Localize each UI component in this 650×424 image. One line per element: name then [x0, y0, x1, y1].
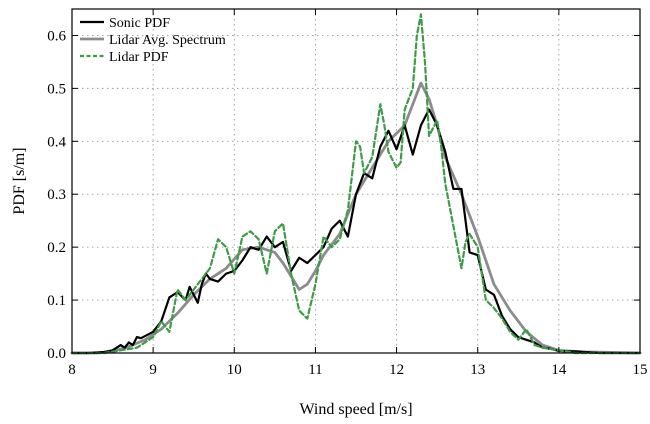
y-axis-title: PDF [s/m] — [11, 147, 28, 214]
x-tick-label: 11 — [308, 362, 322, 378]
series-line-lidar-pdf — [70, 13, 642, 355]
series-lines — [70, 13, 642, 355]
legend: Sonic PDF Lidar Avg. Spectrum Lidar PDF — [80, 16, 226, 65]
x-tick-label: 12 — [389, 362, 404, 378]
y-tick-label: 0.0 — [47, 346, 66, 362]
x-axis-title: Wind speed [m/s] — [299, 401, 412, 418]
series-line-sonic-pdf — [70, 108, 642, 355]
legend-label: Sonic PDF — [109, 16, 170, 31]
y-tick-label: 0.4 — [47, 134, 66, 150]
x-tick-label: 13 — [470, 362, 485, 378]
x-tick-label: 9 — [149, 362, 157, 378]
x-tick-label: 10 — [227, 362, 242, 378]
x-tick-label: 15 — [633, 362, 648, 378]
x-tick-label: 8 — [68, 362, 76, 378]
x-tick-label: 14 — [551, 362, 567, 378]
plot-frame — [71, 8, 641, 354]
legend-label: Lidar Avg. Spectrum — [109, 33, 226, 48]
axis-ticks: 8 9 10 11 12 13 14 15 0.0 0.1 0.2 0.3 0.4 0.5 0.6 — [47, 9, 648, 378]
y-tick-label: 0.5 — [47, 81, 66, 97]
y-tick-label: 0.6 — [47, 28, 66, 44]
y-tick-label: 0.1 — [47, 293, 66, 309]
y-tick-label: 0.3 — [47, 187, 66, 203]
legend-label: Lidar PDF — [109, 50, 169, 65]
series-line-lidar-avg-spectrum — [70, 81, 642, 355]
y-tick-label: 0.2 — [47, 240, 66, 256]
